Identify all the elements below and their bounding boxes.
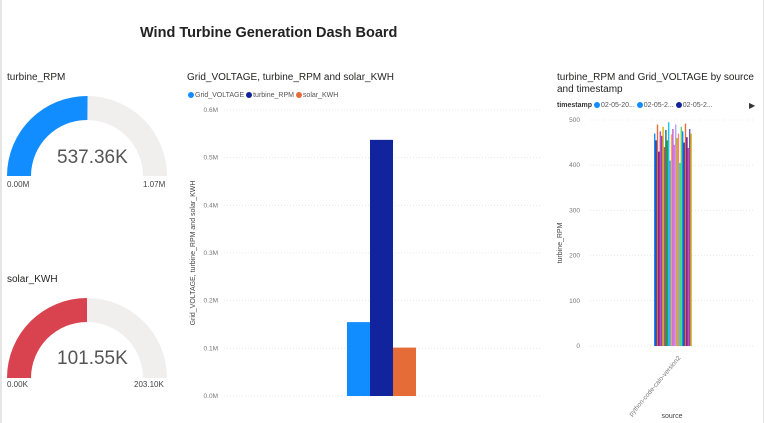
- ts-bar: [684, 123, 687, 346]
- legend-label: Grid_VOLTAGE: [195, 92, 245, 99]
- page-title: Wind Turbine Generation Dash Board: [140, 25, 398, 41]
- legend-label: 02-05-20...: [600, 102, 635, 109]
- y-tick-label: 0.1M: [204, 345, 218, 352]
- ts-bar: [686, 137, 688, 346]
- legend-dot-icon: [636, 102, 643, 109]
- legend-label: turbine_RPM: [253, 92, 294, 99]
- ts-bar: [665, 129, 667, 346]
- ts-bar: [675, 124, 677, 346]
- y-tick-label: 200: [569, 253, 580, 260]
- bar-chart[interactable]: 0.0M 0.1M 0.2M 0.3M 0.4M 0.5M 0.6M Grid_VOLTAGE…: [180, 100, 550, 410]
- legend-next-arrow-icon[interactable]: ▶: [749, 101, 756, 110]
- y-tick-label: 400: [569, 162, 580, 169]
- gauge-rpm-max: 1.07M: [143, 180, 166, 189]
- ts-bar: [680, 126, 682, 346]
- ts-chart[interactable]: 0 100 200 300 400 500 turbine_RPM python-code-c…: [550, 110, 760, 423]
- legend-item[interactable]: 02-05-2...: [675, 102, 713, 109]
- gauge-kwh-title: solar_KWH: [7, 274, 58, 285]
- y-axis-title: Grid_VOLTAGE, turbine_RPM and solar_KWH: [190, 181, 197, 326]
- y-tick-label: 500: [569, 117, 580, 124]
- y-tick-label: 0.6M: [204, 107, 218, 114]
- ts-bar: [669, 160, 671, 346]
- ts-bar: [689, 129, 691, 346]
- ts-bar: [662, 126, 664, 346]
- legend-item-turbine-rpm[interactable]: turbine_RPM: [246, 92, 294, 99]
- ts-bar: [661, 135, 663, 346]
- y-tick-label: 0.3M: [204, 250, 218, 257]
- legend-dot-icon: [593, 102, 600, 109]
- gauge-rpm-fill: [7, 96, 88, 176]
- ts-chart-title: turbine_RPM and Grid_VOLTAGE by source a…: [557, 72, 754, 95]
- ts-bar: [676, 138, 678, 346]
- gauge-kwh-fill: [7, 298, 87, 378]
- y-tick-label: 0.5M: [204, 155, 218, 162]
- gauge-kwh[interactable]: [0, 290, 180, 390]
- ts-bar: [668, 122, 670, 346]
- ts-bar: [666, 140, 668, 346]
- legend-dot-icon: [246, 92, 253, 99]
- legend-dot-icon: [188, 92, 194, 99]
- y-tick-label: 0.4M: [204, 202, 218, 209]
- bar-solar-kwh: [393, 347, 416, 396]
- gauge-rpm-title: turbine_RPM: [7, 72, 66, 83]
- gauge-kwh-min: 0.00K: [7, 380, 28, 389]
- ts-bar: [672, 129, 674, 346]
- ts-chart-legend: timestamp 02-05-20... 02-05-2... 02-05-2…: [557, 102, 713, 109]
- ts-bar: [655, 140, 657, 346]
- ts-bar: [679, 162, 681, 346]
- ts-bar: [687, 148, 689, 346]
- gauge-kwh-max: 203.10K: [134, 380, 164, 389]
- y-tick-label: 0.2M: [204, 298, 218, 305]
- bar-grid-voltage: [347, 322, 370, 396]
- legend-item[interactable]: 02-05-20...: [593, 102, 635, 109]
- legend-title: timestamp: [557, 102, 593, 109]
- x-tick-label: python-code-calo-version2: [628, 355, 683, 418]
- y-tick-label: 0.0M: [204, 393, 218, 400]
- ts-bar: [683, 142, 685, 346]
- x-axis-title: source: [661, 413, 682, 420]
- ts-bar: [670, 134, 673, 346]
- legend-dot-icon: [675, 102, 682, 109]
- y-tick-label: 0: [576, 343, 580, 350]
- gauge-rpm[interactable]: [0, 88, 180, 188]
- y-tick-label: 300: [569, 207, 580, 214]
- ts-bar: [673, 144, 675, 346]
- gauge-rpm-value: 537.36K: [57, 147, 128, 168]
- ts-bar: [656, 124, 659, 346]
- ts-bar: [663, 147, 666, 346]
- ts-bar: [682, 131, 684, 346]
- ts-bar: [654, 133, 656, 346]
- legend-dot-icon: [295, 92, 302, 99]
- ts-bar: [690, 133, 692, 346]
- left-border: [0, 0, 2, 423]
- bar-chart-legend: Grid_VOLTAGE turbine_RPM solar_KWH: [188, 92, 338, 99]
- gauge-kwh-value: 101.55K: [57, 348, 128, 369]
- ts-bar: [659, 131, 661, 346]
- gauge-rpm-min: 0.00M: [7, 180, 30, 189]
- bar-turbine-rpm: [370, 139, 393, 396]
- legend-label: solar_KWH: [302, 92, 339, 99]
- bar-chart-title: Grid_VOLTAGE, turbine_RPM and solar_KWH: [187, 72, 394, 83]
- ts-bar: [677, 133, 680, 346]
- y-axis-title: turbine_RPM: [557, 222, 564, 263]
- ts-bar: [658, 151, 660, 346]
- legend-item[interactable]: 02-05-2...: [636, 102, 674, 109]
- y-tick-label: 100: [569, 298, 580, 305]
- legend-item-grid-voltage[interactable]: Grid_VOLTAGE: [188, 92, 244, 99]
- legend-label: 02-05-2...: [643, 102, 674, 109]
- legend-label: 02-05-2...: [682, 102, 713, 109]
- legend-item-solar-kwh[interactable]: solar_KWH: [295, 92, 339, 99]
